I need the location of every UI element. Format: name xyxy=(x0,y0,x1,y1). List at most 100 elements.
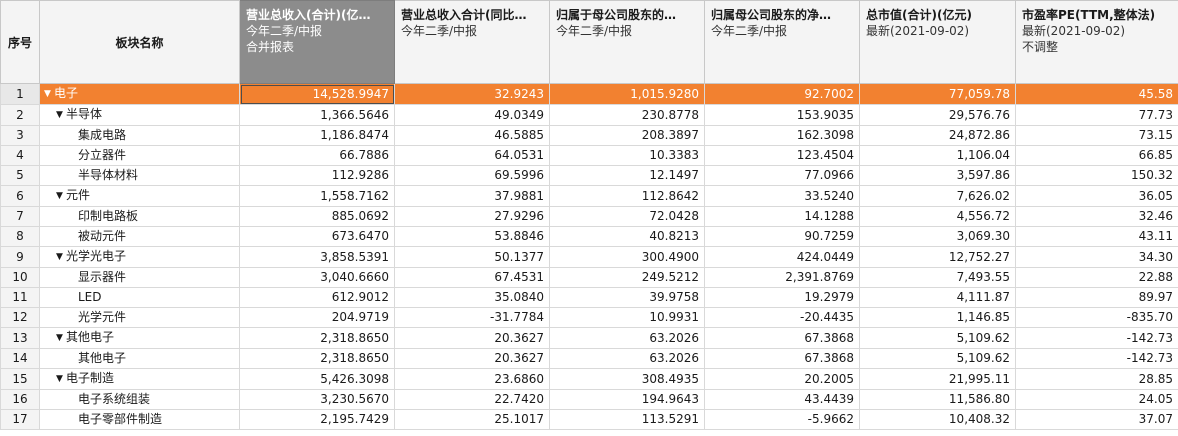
cell-market-cap[interactable]: 3,069.30 xyxy=(859,226,1016,247)
cell-net-profit[interactable]: 230.8778 xyxy=(549,104,705,126)
cell-net-profit[interactable]: 194.9643 xyxy=(549,389,705,410)
cell-net-profit-yoy[interactable]: 67.3868 xyxy=(704,348,860,369)
cell-net-profit[interactable]: 40.8213 xyxy=(549,226,705,247)
row-name-cell[interactable]: ▼ 电子 xyxy=(39,83,240,105)
cell-net-profit-yoy[interactable]: 20.2005 xyxy=(704,368,860,390)
cell-market-cap[interactable]: 5,109.62 xyxy=(859,327,1016,349)
table-row[interactable]: 9 ▼ 光学光电子 3,858.5391 50.1377 300.4900 424.0449… xyxy=(0,246,1178,268)
cell-net-profit-yoy[interactable]: 90.7259 xyxy=(704,226,860,247)
row-name-cell[interactable]: LED xyxy=(39,287,240,308)
cell-pe[interactable]: 73.15 xyxy=(1015,125,1178,146)
header-net-profit[interactable]: 归属于母公司股东的… 今年二季/中报 xyxy=(549,0,705,84)
cell-revenue[interactable]: 1,558.7162 xyxy=(239,185,395,207)
cell-net-profit[interactable]: 1,015.9280 xyxy=(549,83,705,105)
header-seq[interactable]: 序号 xyxy=(0,0,40,84)
cell-net-profit-yoy[interactable]: 92.7002 xyxy=(704,83,860,105)
cell-net-profit-yoy[interactable]: -5.9662 xyxy=(704,409,860,430)
cell-market-cap[interactable]: 3,597.86 xyxy=(859,165,1016,186)
cell-pe[interactable]: 24.05 xyxy=(1015,389,1178,410)
cell-pe[interactable]: 37.07 xyxy=(1015,409,1178,430)
header-name[interactable]: 板块名称 xyxy=(39,0,240,84)
cell-revenue[interactable]: 3,040.6660 xyxy=(239,267,395,288)
cell-net-profit[interactable]: 12.1497 xyxy=(549,165,705,186)
header-revenue-yoy[interactable]: 营业总收入合计(同比… 今年二季/中报 xyxy=(394,0,550,84)
cell-pe[interactable]: 43.11 xyxy=(1015,226,1178,247)
row-name-cell[interactable]: ▼ 半导体 xyxy=(39,104,240,126)
cell-net-profit-yoy[interactable]: 43.4439 xyxy=(704,389,860,410)
cell-revenue-yoy[interactable]: 37.9881 xyxy=(394,185,550,207)
cell-pe[interactable]: 45.58 xyxy=(1015,83,1178,105)
cell-market-cap[interactable]: 29,576.76 xyxy=(859,104,1016,126)
table-row[interactable]: 10 显示器件 3,040.6660 67.4531 249.5212 2,391.876… xyxy=(0,267,1178,288)
cell-revenue-yoy[interactable]: 20.3627 xyxy=(394,327,550,349)
table-row[interactable]: 17 电子零部件制造 2,195.7429 25.1017 113.5291 -5.966… xyxy=(0,409,1178,430)
cell-net-profit[interactable]: 39.9758 xyxy=(549,287,705,308)
cell-market-cap[interactable]: 1,106.04 xyxy=(859,145,1016,166)
cell-market-cap[interactable]: 24,872.86 xyxy=(859,125,1016,146)
table-row[interactable]: 7 印制电路板 885.0692 27.9296 72.0428 14.1288 4,556… xyxy=(0,206,1178,227)
cell-pe[interactable]: 34.30 xyxy=(1015,246,1178,268)
cell-net-profit[interactable]: 300.4900 xyxy=(549,246,705,268)
cell-net-profit-yoy[interactable]: 123.4504 xyxy=(704,145,860,166)
header-pe[interactable]: 市盈率PE(TTM,整体法) 最新(2021-09-02) 不调整 xyxy=(1015,0,1178,84)
cell-revenue-yoy[interactable]: -31.7784 xyxy=(394,307,550,328)
cell-revenue-yoy[interactable]: 64.0531 xyxy=(394,145,550,166)
cell-net-profit-yoy[interactable]: 67.3868 xyxy=(704,327,860,349)
table-row[interactable]: 14 其他电子 2,318.8650 20.3627 63.2026 67.3868 5,1… xyxy=(0,348,1178,369)
cell-net-profit[interactable]: 249.5212 xyxy=(549,267,705,288)
cell-pe[interactable]: -142.73 xyxy=(1015,327,1178,349)
cell-revenue[interactable]: 3,858.5391 xyxy=(239,246,395,268)
table-row[interactable]: 12 光学元件 204.9719 -31.7784 10.9931 -20.4435 1,1… xyxy=(0,307,1178,328)
cell-revenue-yoy[interactable]: 67.4531 xyxy=(394,267,550,288)
cell-revenue-yoy[interactable]: 35.0840 xyxy=(394,287,550,308)
cell-net-profit[interactable]: 10.9931 xyxy=(549,307,705,328)
caret-down-icon[interactable]: ▼ xyxy=(56,252,63,262)
cell-revenue[interactable]: 885.0692 xyxy=(239,206,395,227)
cell-revenue-yoy[interactable]: 25.1017 xyxy=(394,409,550,430)
table-row[interactable]: 6 ▼ 元件 1,558.7162 37.9881 112.8642 33.5240 7,62… xyxy=(0,185,1178,207)
cell-revenue[interactable]: 14,528.9947 xyxy=(239,83,395,105)
header-revenue[interactable]: 营业总收入(合计)(亿… 今年二季/中报 合并报表 xyxy=(239,0,395,84)
cell-revenue-yoy[interactable]: 20.3627 xyxy=(394,348,550,369)
cell-net-profit-yoy[interactable]: 162.3098 xyxy=(704,125,860,146)
cell-market-cap[interactable]: 5,109.62 xyxy=(859,348,1016,369)
caret-down-icon[interactable]: ▼ xyxy=(56,110,63,120)
table-row[interactable]: 3 集成电路 1,186.8474 46.5885 208.3897 162.3098 24… xyxy=(0,125,1178,146)
cell-revenue[interactable]: 2,195.7429 xyxy=(239,409,395,430)
table-row[interactable]: 11 LED 612.9012 35.0840 39.9758 19.2979 4,111.… xyxy=(0,287,1178,308)
table-row[interactable]: 15 ▼ 电子制造 5,426.3098 23.6860 308.4935 20.2005 2… xyxy=(0,368,1178,390)
cell-pe[interactable]: 28.85 xyxy=(1015,368,1178,390)
table-row[interactable]: 16 电子系统组装 3,230.5670 22.7420 194.9643 43.4439… xyxy=(0,389,1178,410)
cell-net-profit-yoy[interactable]: 19.2979 xyxy=(704,287,860,308)
cell-pe[interactable]: 89.97 xyxy=(1015,287,1178,308)
cell-pe[interactable]: 66.85 xyxy=(1015,145,1178,166)
caret-down-icon[interactable]: ▼ xyxy=(56,374,63,384)
cell-market-cap[interactable]: 1,146.85 xyxy=(859,307,1016,328)
cell-pe[interactable]: 150.32 xyxy=(1015,165,1178,186)
cell-net-profit-yoy[interactable]: 14.1288 xyxy=(704,206,860,227)
caret-down-icon[interactable]: ▼ xyxy=(56,333,63,343)
cell-net-profit[interactable]: 208.3897 xyxy=(549,125,705,146)
row-name-cell[interactable]: 显示器件 xyxy=(39,267,240,288)
cell-revenue-yoy[interactable]: 53.8846 xyxy=(394,226,550,247)
cell-net-profit-yoy[interactable]: 424.0449 xyxy=(704,246,860,268)
cell-net-profit[interactable]: 63.2026 xyxy=(549,348,705,369)
row-name-cell[interactable]: ▼ 元件 xyxy=(39,185,240,207)
table-row[interactable]: 1 ▼ 电子 14,528.9947 32.9243 1,015.9280 92.7002 7… xyxy=(0,83,1178,105)
cell-market-cap[interactable]: 21,995.11 xyxy=(859,368,1016,390)
cell-market-cap[interactable]: 4,111.87 xyxy=(859,287,1016,308)
table-row[interactable]: 4 分立器件 66.7886 64.0531 10.3383 123.4504 1,106.… xyxy=(0,145,1178,166)
cell-market-cap[interactable]: 77,059.78 xyxy=(859,83,1016,105)
cell-revenue[interactable]: 2,318.8650 xyxy=(239,348,395,369)
cell-revenue[interactable]: 112.9286 xyxy=(239,165,395,186)
row-name-cell[interactable]: 分立器件 xyxy=(39,145,240,166)
cell-net-profit[interactable]: 63.2026 xyxy=(549,327,705,349)
cell-pe[interactable]: 77.73 xyxy=(1015,104,1178,126)
cell-revenue-yoy[interactable]: 27.9296 xyxy=(394,206,550,227)
row-name-cell[interactable]: 印制电路板 xyxy=(39,206,240,227)
cell-net-profit-yoy[interactable]: 77.0966 xyxy=(704,165,860,186)
caret-down-icon[interactable]: ▼ xyxy=(44,89,51,99)
row-name-cell[interactable]: 其他电子 xyxy=(39,348,240,369)
cell-net-profit-yoy[interactable]: 33.5240 xyxy=(704,185,860,207)
cell-revenue-yoy[interactable]: 23.6860 xyxy=(394,368,550,390)
